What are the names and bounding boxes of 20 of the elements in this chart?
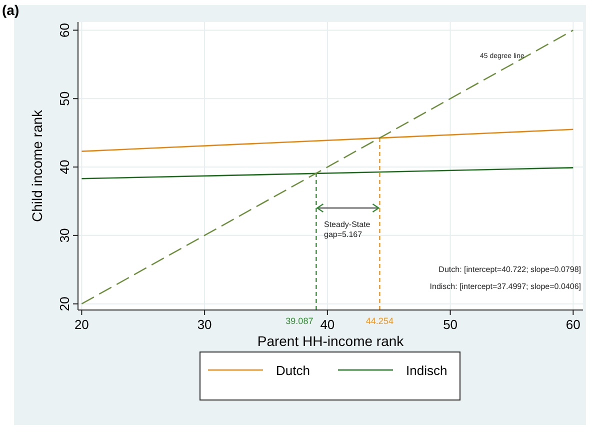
y-tick-label: 60 (57, 22, 72, 38)
x-tick-label: 50 (443, 317, 458, 332)
y-axis-title: Child income rank (29, 108, 45, 222)
x-tick-label: 40 (320, 317, 335, 332)
y-tick-label: 30 (57, 228, 72, 243)
x-axis-title: Parent HH-income rank (257, 333, 405, 349)
y-tick-label: 20 (57, 296, 72, 312)
x-tick-label: 30 (197, 317, 212, 332)
y-tick-label: 50 (57, 91, 72, 106)
legend-label: Dutch (276, 363, 310, 378)
annotation: Indisch: [intercept=37.4997; slope=0.0406] (430, 282, 581, 291)
x-tick-label: 20 (74, 317, 89, 332)
annotation: Dutch: [intercept=40.722; slope=0.0798] (438, 265, 581, 274)
ref-line-label: 44.254 (366, 316, 394, 326)
chart-title: (a) (2, 2, 20, 18)
legend-label: Indisch (406, 363, 448, 378)
y-tick-label: 40 (57, 160, 72, 174)
annotation: Steady-State gap=5.167 (324, 220, 371, 239)
x-tick-label: 60 (566, 317, 580, 332)
ref-line-label: 39.087 (286, 316, 314, 326)
